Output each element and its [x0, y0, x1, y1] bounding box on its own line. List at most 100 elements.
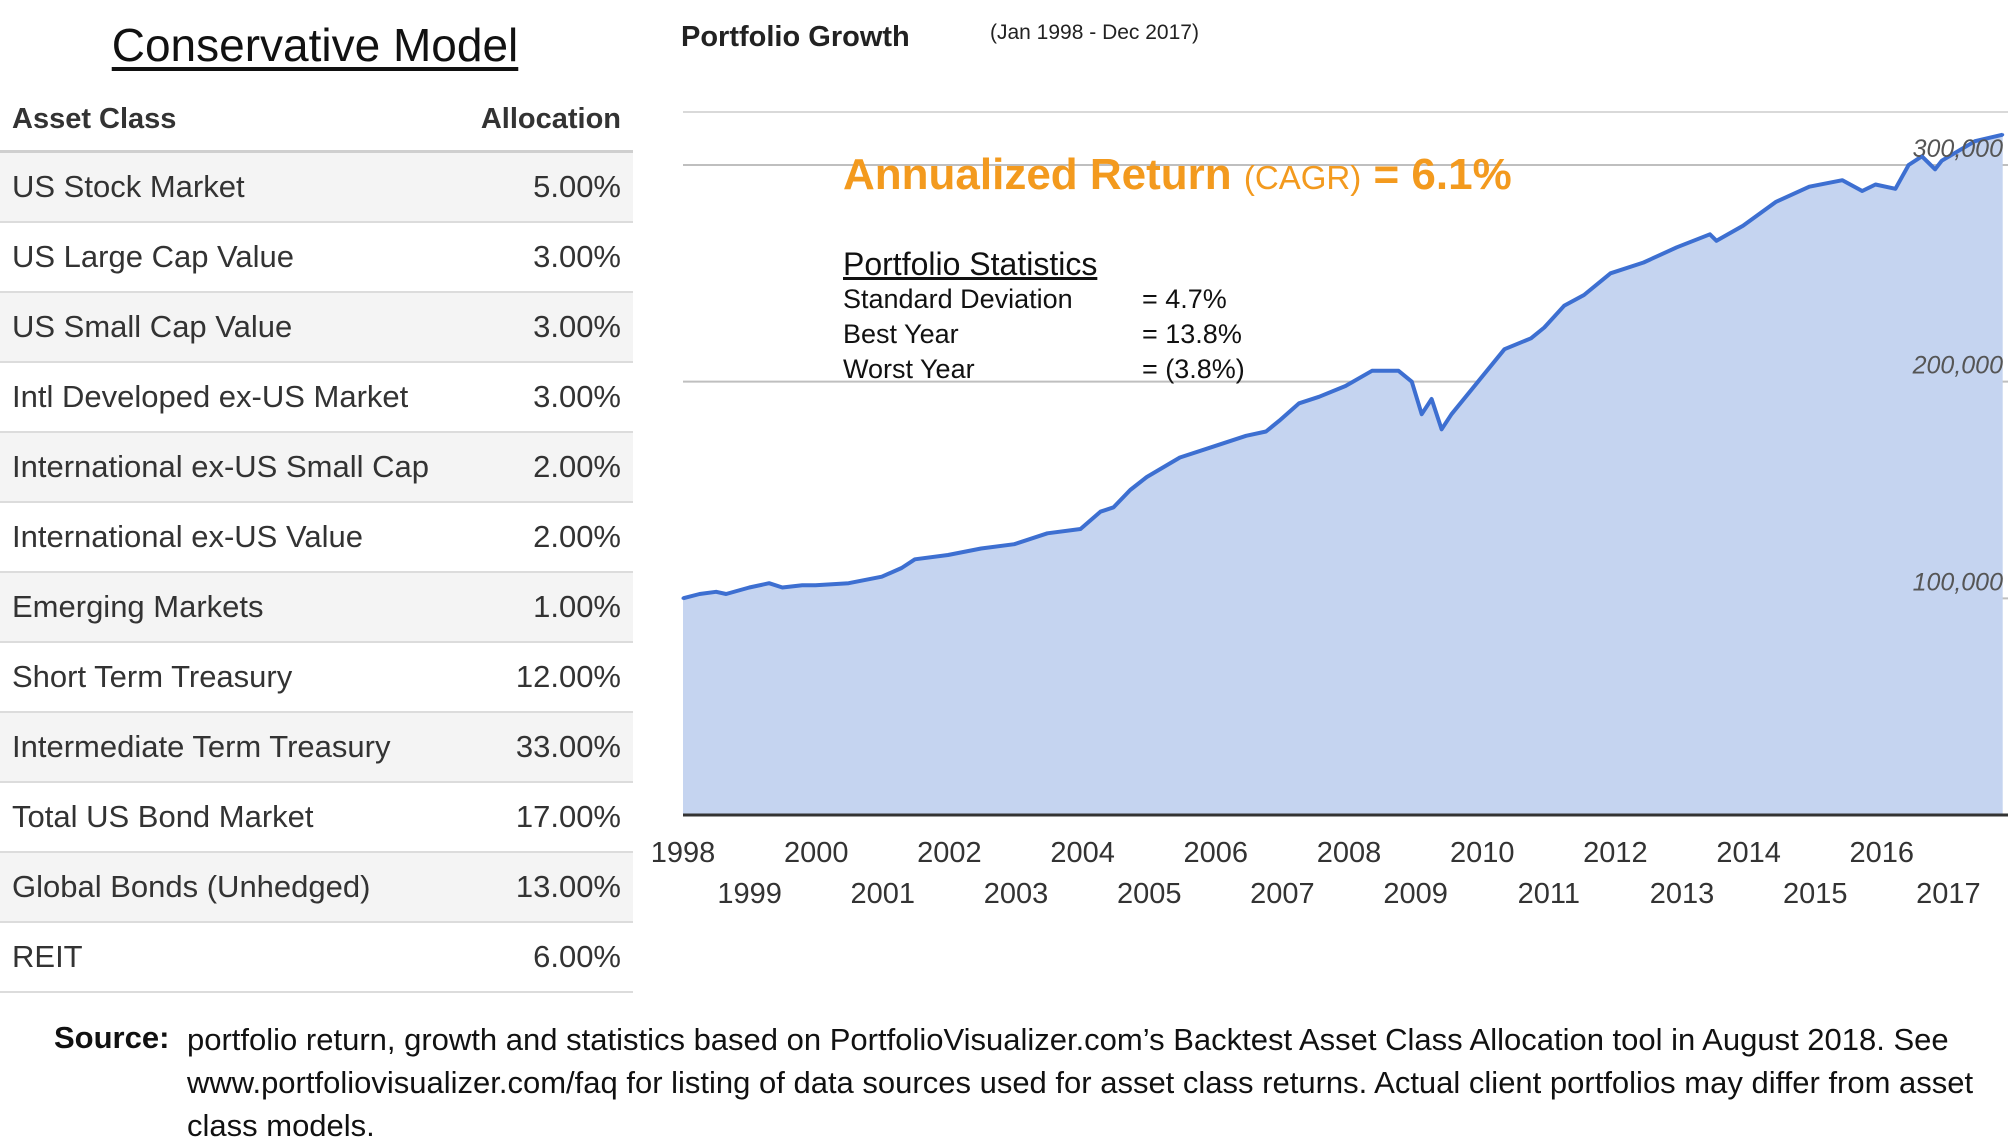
- allocation-value: 2.00%: [461, 432, 633, 503]
- data-point: [1098, 510, 1102, 514]
- data-point: [2001, 133, 2005, 137]
- x-tick-label: 2002: [917, 837, 982, 869]
- asset-name: US Large Cap Value: [0, 222, 462, 293]
- data-point: [1244, 434, 1248, 438]
- table-row: Intermediate Term Treasury 33.00%: [0, 712, 633, 783]
- asset-name: US Stock Market: [0, 151, 462, 223]
- data-point: [1112, 505, 1116, 509]
- x-tick-label: 2016: [1850, 837, 1915, 869]
- data-point: [767, 581, 771, 585]
- annualized-equals: =: [1373, 150, 1400, 199]
- data-point: [1542, 326, 1546, 329]
- allocation-value: 3.00%: [461, 292, 633, 363]
- chart-period: (Jan 1998 - Dec 2017): [990, 21, 1199, 44]
- asset-name: Global Bonds (Unhedged): [0, 852, 462, 923]
- data-point: [698, 592, 702, 596]
- table-row: International ex-US Value 2.00%: [0, 502, 633, 573]
- asset-name: International ex-US Small Cap: [0, 432, 462, 503]
- data-point: [900, 566, 904, 570]
- data-point: [1264, 430, 1268, 433]
- x-tick-label: 2009: [1383, 878, 1448, 910]
- data-point: [1940, 159, 1944, 163]
- stat-value-std-dev: = 4.7%: [1142, 284, 1227, 314]
- table-row: Intl Developed ex-US Market 3.00%: [0, 362, 633, 433]
- x-tick-label: 2003: [984, 878, 1049, 910]
- y-tick-label: 100,000: [1913, 568, 2003, 596]
- stat-label-std-dev: Standard Deviation: [843, 284, 1073, 314]
- data-point: [780, 586, 784, 589]
- annualized-return-label: Annualized Return: [843, 150, 1232, 199]
- stat-label-best-year: Best Year: [843, 319, 959, 349]
- data-point: [1430, 397, 1434, 401]
- x-tick-label: 2015: [1783, 878, 1848, 910]
- data-point: [1503, 347, 1506, 351]
- data-point: [1893, 187, 1897, 191]
- asset-name: REIT: [0, 922, 462, 993]
- data-point: [1211, 445, 1215, 449]
- data-point: [1178, 456, 1182, 459]
- asset-name: Total US Bond Market: [0, 782, 462, 853]
- data-point: [1397, 369, 1400, 373]
- data-point: [946, 553, 950, 557]
- allocation-value: 5.00%: [461, 151, 633, 223]
- asset-name: Intermediate Term Treasury: [0, 712, 462, 783]
- data-point: [1045, 531, 1049, 535]
- data-point: [1476, 380, 1480, 384]
- data-point: [979, 547, 983, 550]
- data-point: [1642, 261, 1646, 264]
- source-label: Source:: [54, 1020, 170, 1055]
- table-row: Short Term Treasury 12.00%: [0, 642, 633, 713]
- data-point: [1529, 336, 1533, 340]
- data-point: [1973, 139, 1977, 143]
- asset-name: Short Term Treasury: [0, 642, 462, 713]
- x-tick-label: 1999: [717, 878, 782, 910]
- y-tick-label: 300,000: [1913, 135, 2003, 163]
- asset-name: International ex-US Value: [0, 502, 462, 573]
- data-point: [1933, 167, 1937, 171]
- allocation-value: 17.00%: [461, 782, 633, 853]
- stat-value-worst-year: = (3.8%): [1142, 354, 1245, 384]
- data-point: [1920, 154, 1924, 158]
- data-point: [1840, 178, 1844, 182]
- allocation-value: 6.00%: [461, 922, 633, 993]
- x-tick-label: 2017: [1916, 878, 1981, 910]
- annualized-return-value: 6.1%: [1411, 150, 1512, 199]
- x-tick-label: 2010: [1450, 837, 1515, 869]
- data-point: [1277, 419, 1281, 423]
- stat-label-worst-year: Worst Year: [843, 354, 975, 384]
- cagr-sub-label: (CAGR): [1243, 159, 1362, 196]
- data-point: [880, 575, 884, 579]
- table-row: International ex-US Small Cap 2.00%: [0, 432, 633, 503]
- data-point: [1128, 488, 1132, 492]
- y-axis-tick-labels: 100,000 200,000 300,000: [1912, 135, 2003, 596]
- data-point: [1420, 412, 1424, 416]
- data-point: [1807, 185, 1811, 189]
- x-tick-label: 2011: [1518, 878, 1580, 910]
- data-point: [847, 581, 851, 585]
- x-tick-label: 2012: [1583, 837, 1648, 869]
- x-tick-label: 2007: [1250, 878, 1315, 910]
- x-tick-label: 2000: [784, 837, 849, 869]
- data-point: [1079, 527, 1082, 531]
- model-title: Conservative Model: [111, 19, 519, 71]
- table-row: US Stock Market 5.00%: [0, 151, 633, 223]
- table-row: REIT 6.00%: [0, 922, 633, 993]
- y-tick-label: 200,000: [1912, 352, 2003, 380]
- data-point: [1450, 412, 1453, 416]
- data-point: [814, 583, 817, 587]
- x-axis-tick-labels: 1998199920002001200220032004200520062007…: [651, 837, 1981, 910]
- asset-name: Intl Developed ex-US Market: [0, 362, 462, 433]
- data-point: [1860, 189, 1864, 193]
- allocation-value: 3.00%: [461, 362, 633, 433]
- table-row: US Large Cap Value 3.00%: [0, 222, 633, 293]
- header-allocation: Allocation: [461, 88, 633, 153]
- x-tick-label: 2008: [1317, 837, 1382, 869]
- data-point: [1410, 380, 1414, 384]
- allocation-value: 13.00%: [461, 852, 633, 923]
- data-point: [1370, 369, 1374, 373]
- data-point: [747, 586, 751, 589]
- data-point: [1741, 224, 1745, 228]
- data-point: [913, 557, 917, 561]
- series-points: [681, 133, 2005, 600]
